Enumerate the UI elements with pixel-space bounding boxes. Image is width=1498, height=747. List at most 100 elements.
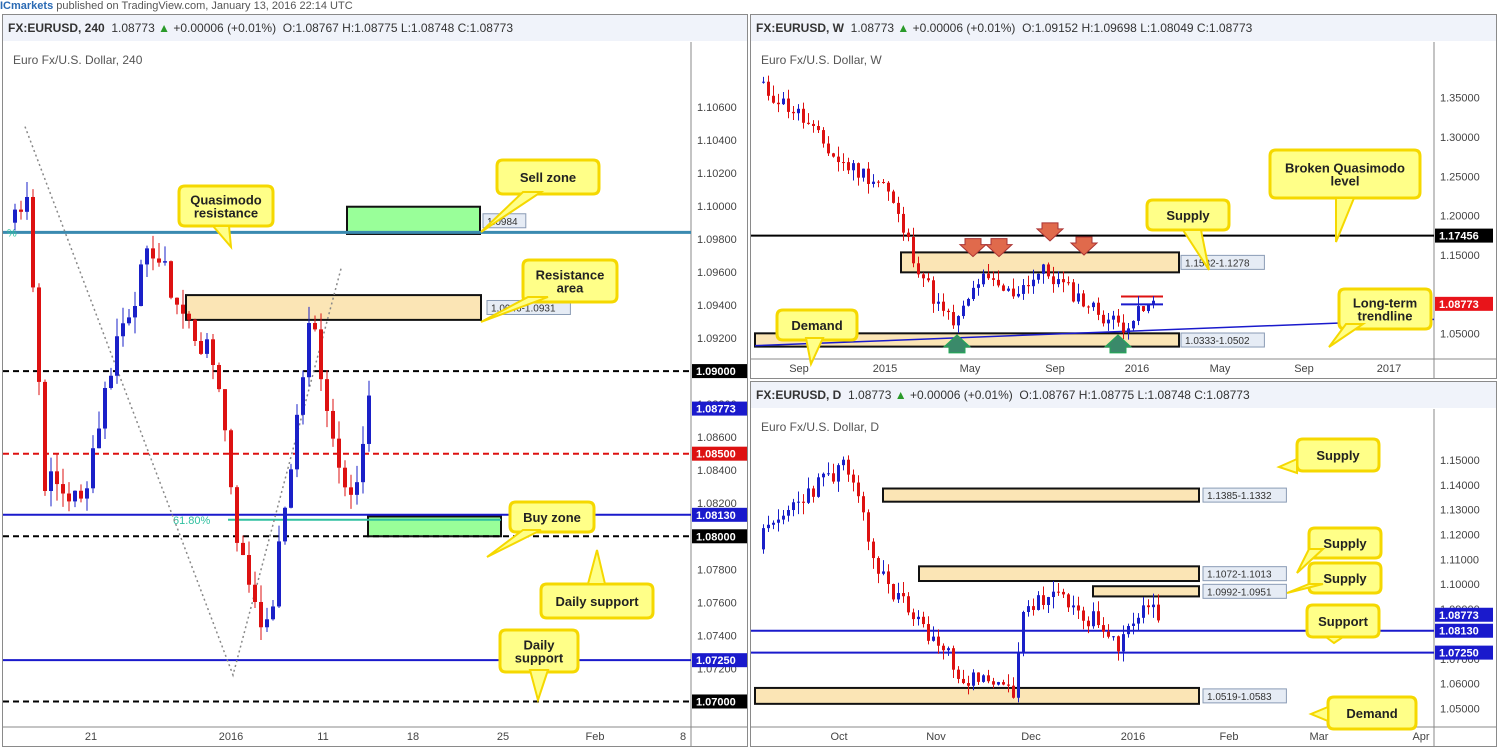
h4-candle [241, 542, 245, 556]
weekly-candle [772, 95, 775, 103]
weekly-candle [807, 122, 810, 124]
weekly-header: FX:EURUSD, W 1.08773 ▲ +0.00006 (+0.01%)… [751, 15, 1496, 41]
h4-callout-sell-zone-pointer [480, 191, 545, 233]
h4-price-tag-label: 1.09000 [696, 366, 736, 378]
h4-candle [115, 336, 119, 376]
weekly-down-arrow-3 [1069, 236, 1099, 256]
daily-candle [882, 571, 885, 574]
weekly-chart[interactable]: Euro Fx/U.S. Dollar, W 1.1532-1.1278 1.03… [751, 42, 1496, 378]
h4-price-tag-label: 1.07000 [696, 696, 736, 708]
weekly-candle [812, 123, 815, 127]
daily-candle [1157, 604, 1160, 621]
daily-ytick: 1.14000 [1440, 480, 1480, 492]
h4-price-tag [692, 364, 747, 379]
daily-candle [952, 648, 955, 670]
weekly-candle [842, 162, 845, 164]
weekly-candle [992, 278, 995, 280]
panel-h4[interactable]: FX:EURUSD, 240 1.08773 ▲ +0.00006 (+0.01… [2, 14, 748, 747]
weekly-price-tag-label: 1.08773 [1439, 299, 1479, 311]
h4-xtick: Feb [586, 731, 605, 743]
h4-candle [319, 329, 323, 380]
weekly-candle [1017, 293, 1020, 297]
h4-price-tag-label: 1.08500 [696, 449, 736, 461]
h4-candle [25, 196, 29, 212]
daily-candle [1012, 685, 1015, 698]
daily-candle [787, 510, 790, 516]
daily-candle [1022, 612, 1025, 652]
weekly-candle [1037, 273, 1040, 280]
weekly-up-arrow-1 [1103, 334, 1133, 354]
h4-callout-daily-support-2-text: Daily [523, 638, 555, 653]
h4-callout-quasimodo [177, 184, 275, 228]
weekly-candle [892, 191, 895, 203]
h4-candle [61, 484, 65, 494]
daily-candle [1102, 625, 1105, 632]
daily-callout-support [1305, 603, 1381, 639]
weekly-xtick: 2016 [1125, 363, 1149, 375]
panel-daily[interactable]: FX:EURUSD, D 1.08773 ▲ +0.00006 (+0.01%)… [750, 381, 1497, 747]
h4-candle [343, 467, 347, 488]
daily-candle [832, 473, 835, 482]
daily-candle [982, 675, 985, 682]
daily-callout-support-pointer [1323, 636, 1347, 645]
h4-callout-resistance-area-pointer [480, 296, 549, 323]
h4-candle [289, 469, 293, 508]
weekly-candle [777, 102, 780, 105]
daily-xtick: 2016 [1121, 731, 1145, 743]
h4-xtick: 21 [85, 731, 97, 743]
weekly-candle [922, 274, 925, 279]
weekly-candle [857, 163, 860, 178]
h4-candle [187, 313, 191, 320]
h4-candle [253, 584, 257, 603]
h4-candle [295, 414, 299, 470]
daily-candle [917, 616, 920, 620]
weekly-xtick: May [1210, 363, 1231, 375]
panel-weekly[interactable]: FX:EURUSD, W 1.08773 ▲ +0.00006 (+0.01%)… [750, 14, 1497, 379]
h4-price-tag-label: 1.08000 [696, 531, 736, 543]
weekly-callout-supply-pointer [1181, 229, 1210, 271]
weekly-candle [1102, 314, 1105, 324]
daily-price-tag [1435, 607, 1493, 622]
daily-candle [907, 596, 910, 613]
daily-candle [792, 502, 795, 511]
daily-candle [892, 584, 895, 600]
h4-ytick: 1.09600 [697, 267, 737, 279]
weekly-ytick: 1.35000 [1440, 93, 1480, 105]
h4-ytick: 1.07400 [697, 630, 737, 642]
h4-candle [307, 323, 311, 378]
daily-candle [802, 501, 805, 503]
daily-callout-demand-pointer [1308, 705, 1329, 723]
daily-callout-support-text: Support [1318, 614, 1368, 629]
h4-ytick: 1.08400 [697, 465, 737, 477]
weekly-candle [1022, 285, 1025, 294]
h4-price-tag [692, 401, 747, 416]
daily-xtick: Mar [1310, 731, 1329, 743]
daily-candle [972, 672, 975, 686]
daily-callout-supply-2-pointer [1296, 548, 1326, 574]
daily-supply-zone-3-label: 1.0992-1.0951 [1207, 587, 1272, 598]
daily-supply-zone-1 [882, 487, 1200, 503]
daily-candle [862, 496, 865, 513]
daily-candle [922, 616, 925, 625]
weekly-callout-trendline-pointer [1328, 323, 1367, 348]
weekly-candle [912, 237, 915, 264]
brand-name[interactable]: ICmarkets [0, 0, 54, 12]
h4-candle [79, 490, 83, 499]
daily-chart[interactable]: Euro Fx/U.S. Dollar, D 1.1385-1.1332 1.10… [751, 409, 1496, 746]
daily-candle [1147, 605, 1150, 608]
h4-callout-sell-zone [495, 158, 601, 196]
weekly-candle [932, 280, 935, 304]
weekly-candle [1067, 282, 1070, 284]
weekly-candle [787, 98, 790, 112]
daily-candle [912, 612, 915, 620]
h4-chart[interactable]: Euro Fx/U.S. Dollar, 240 1.0946-1.0931 1.… [3, 42, 747, 746]
daily-candle [962, 678, 965, 684]
daily-candle [857, 482, 860, 497]
h4-price-tag [692, 694, 747, 709]
weekly-candle [1007, 288, 1010, 291]
weekly-candle [1012, 288, 1015, 297]
weekly-candle [1127, 328, 1130, 333]
daily-candle [847, 459, 850, 475]
weekly-candle [1087, 306, 1090, 308]
daily-candle [942, 645, 945, 651]
